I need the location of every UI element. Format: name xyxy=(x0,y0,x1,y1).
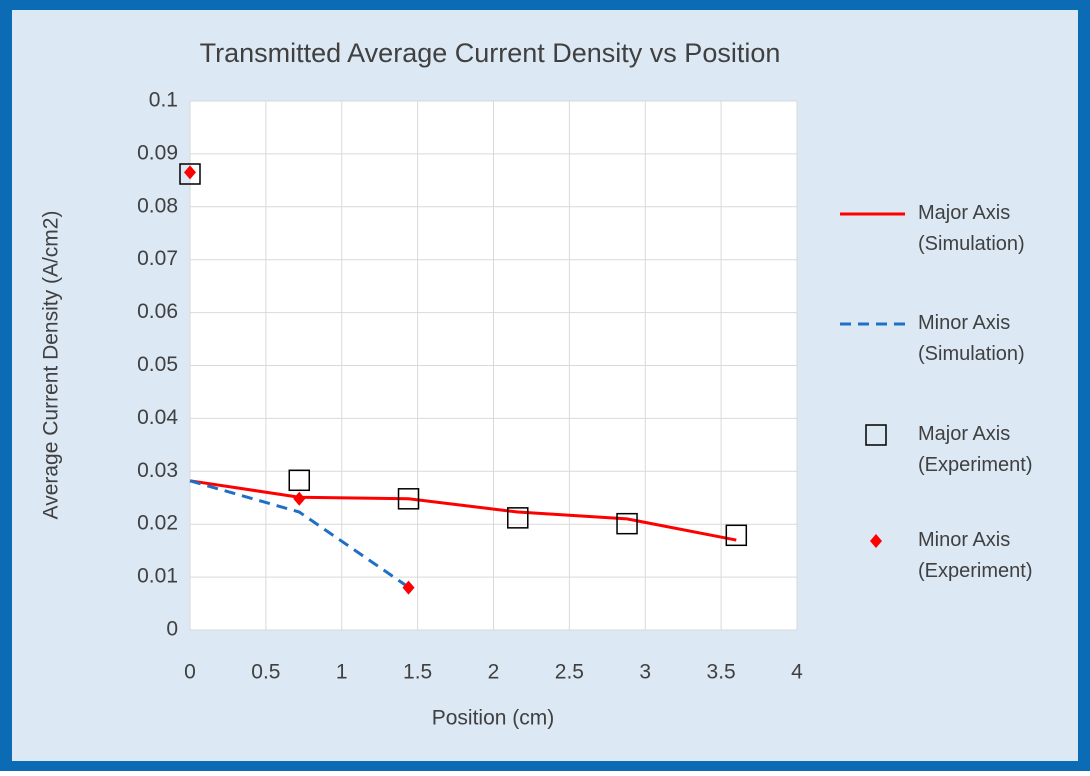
legend-label: Minor Axis (Simulation) xyxy=(918,312,1025,365)
x-tick-label: 3 xyxy=(639,661,651,684)
y-tick-label: 0.01 xyxy=(137,565,178,588)
data-point xyxy=(397,488,420,510)
x-tick-label: 0 xyxy=(184,661,196,684)
y-tick-label: 0.07 xyxy=(137,247,178,270)
y-tick-label: 0.08 xyxy=(137,194,178,217)
data-point xyxy=(616,512,638,535)
y-tick-label: 0.09 xyxy=(137,141,178,164)
series-line xyxy=(189,479,737,542)
data-point xyxy=(293,491,306,506)
x-axis-label: Position (cm) xyxy=(432,707,555,730)
data-point xyxy=(507,507,529,529)
data-point xyxy=(184,165,196,180)
data-point xyxy=(725,524,748,547)
x-tick-label: 4 xyxy=(791,661,803,684)
y-tick-label: 0.06 xyxy=(137,300,178,323)
legend-marker xyxy=(870,534,882,548)
y-tick-label: 0.1 xyxy=(149,89,178,112)
x-tick-label: 0.5 xyxy=(251,661,280,684)
y-tick-label: 0.04 xyxy=(137,406,178,429)
y-axis-label: Average Current Density (A/cm2) xyxy=(40,211,63,520)
data-point xyxy=(288,469,311,492)
x-tick-label: 1.5 xyxy=(403,661,432,684)
legend-label: Minor Axis (Experiment) xyxy=(918,529,1033,582)
y-tick-label: 0.02 xyxy=(137,512,178,535)
legend-marker xyxy=(865,424,887,446)
y-tick-label: 0.03 xyxy=(137,459,178,482)
legend-label: Major Axis (Experiment) xyxy=(918,423,1033,476)
chart-title: Transmitted Average Current Density vs P… xyxy=(200,38,781,68)
y-tick-label: 0 xyxy=(166,618,178,641)
data-point xyxy=(179,163,201,185)
series-line xyxy=(189,479,410,589)
legend-label: Major Axis (Simulation) xyxy=(918,202,1025,255)
data-point xyxy=(402,580,415,595)
x-tick-label: 2.5 xyxy=(555,661,584,684)
x-tick-label: 3.5 xyxy=(707,661,736,684)
x-tick-label: 2 xyxy=(488,661,500,684)
y-tick-label: 0.05 xyxy=(137,353,178,376)
x-tick-label: 1 xyxy=(336,661,348,684)
